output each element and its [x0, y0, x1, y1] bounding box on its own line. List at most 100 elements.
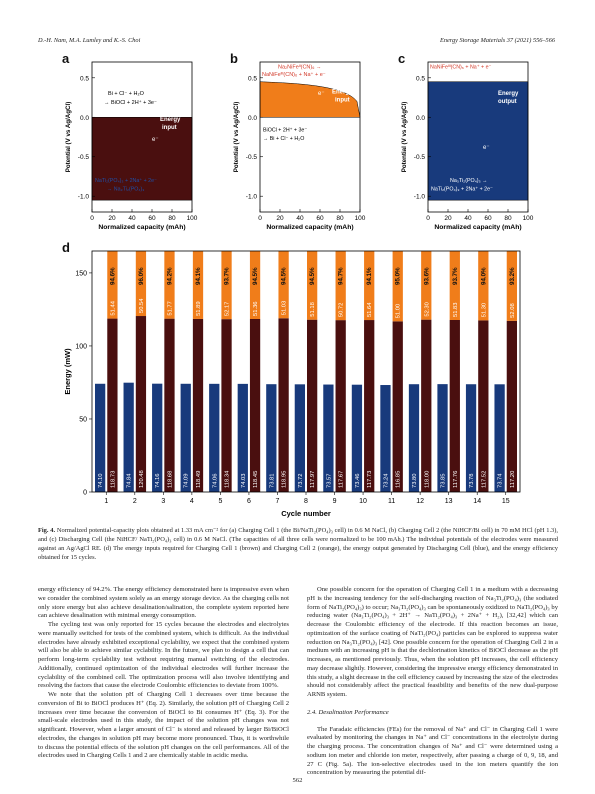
cycle-group: 73.78 117.52 51.30 94.0% 14	[465, 251, 489, 505]
energy-label: Energy	[160, 117, 181, 123]
potential-area	[259, 81, 361, 118]
cycle-group: 73.85 117.76 51.83 93.7% 13	[437, 251, 460, 505]
bar-charging-cell-1	[135, 316, 147, 492]
energy-label: Energy	[332, 90, 353, 96]
y-tick-label: -1.0	[414, 194, 426, 201]
bar-charging-cell-1	[421, 319, 432, 492]
x-tick-label: 20	[108, 215, 116, 222]
reaction-top: NaNiFeᴵᴵᴵ(CN)₆ + Na⁺ + e⁻	[430, 64, 492, 70]
efficiency-label: 93.6%	[423, 267, 430, 285]
paragraph: energy efficiency of 94.2%. The energy e…	[38, 586, 289, 620]
bar-charging-cell-2	[506, 251, 518, 321]
running-header-journal: Energy Storage Materials 37 (2021) 556–5…	[439, 37, 555, 44]
cycle-group: 74.06 118.34 52.17 93.7% 5	[209, 251, 232, 505]
left-column: energy efficiency of 94.2%. The energy e…	[38, 586, 289, 761]
bar-charging-cell-1	[164, 318, 175, 492]
bar-label-charging-1: 118.68	[167, 471, 173, 488]
y-tick-label: -0.5	[246, 154, 258, 161]
y-tick-label: 0.5	[416, 75, 425, 82]
bar-label-charging-1: 117.67	[339, 471, 345, 488]
bar-charging-cell-2	[221, 251, 232, 320]
y-axis-label: Potential (V vs Ag/AgCl)	[233, 102, 240, 173]
bar-label-charging-1: 118.95	[282, 471, 288, 488]
section-title: 2.4. Desalination Performance	[307, 708, 389, 716]
bar-label-charging-2: 51.64	[367, 302, 373, 317]
bar-charging-cell-1	[335, 320, 346, 492]
bar-label-charging-2: 52.17	[225, 302, 231, 317]
bar-label-charging-2: 51.03	[282, 301, 288, 316]
bar-discharging	[408, 384, 420, 492]
bar-discharging	[123, 382, 134, 492]
bar-discharging	[465, 384, 477, 492]
x-tick-label: 0	[258, 215, 262, 222]
x-tick-label: 9	[333, 498, 337, 505]
x-tick-label: 20	[276, 215, 284, 222]
reaction-top: Na₂NiFeᴵᴵ(CN)₆ →	[278, 63, 321, 70]
bar-label-charging-1: 118.00	[424, 471, 430, 488]
energy-label-2: output	[498, 99, 517, 105]
bar-label-charging-2: 52.30	[424, 302, 430, 317]
paragraph: The cycling test was only reported for 1…	[38, 621, 289, 690]
bar-charging-cell-2	[421, 251, 432, 320]
bar-charging-cell-2	[192, 251, 204, 319]
bar-charging-cell-1	[449, 319, 460, 492]
bar-charging-cell-1	[392, 321, 403, 492]
bar-discharging	[237, 383, 248, 492]
electron-label: e⁻	[152, 137, 159, 143]
bar-charging-cell-2	[392, 251, 403, 322]
cycle-group: 74.03 118.45 51.36 94.5% 6	[237, 251, 261, 505]
bar-charging-cell-1	[192, 318, 204, 492]
bar-charging-cell-1	[506, 320, 518, 492]
bar-charging-cell-1	[307, 319, 318, 492]
x-tick-label: 80	[168, 215, 176, 222]
bar-discharging	[94, 383, 106, 492]
bar-label-discharging: 73.57	[326, 473, 332, 488]
x-tick-label: 60	[148, 215, 156, 222]
paragraph: The Faradaic efficiencies (FEs) for the …	[307, 725, 558, 777]
efficiency-label: 94.5%	[252, 267, 259, 285]
y-axis-label: Potential (V vs Ag/AgCl)	[65, 102, 72, 173]
bar-label-charging-2: 51.36	[253, 301, 259, 316]
x-tick-label: 6	[247, 498, 251, 505]
bar-label-discharging: 73.72	[298, 473, 304, 488]
x-tick-label: 100	[187, 215, 198, 222]
cycle-group: 73.57 117.67 50.72 94.7% 9	[323, 251, 346, 505]
bar-label-charging-1: 118.45	[253, 471, 259, 488]
bar-label-charging-1: 118.49	[196, 471, 202, 488]
y-tick-label: -1.0	[246, 194, 258, 201]
y-tick-label: 0.0	[80, 115, 89, 122]
efficiency-label: 93.7%	[224, 267, 231, 285]
x-tick-label: 40	[128, 215, 136, 222]
figure-caption: Fig. 4. Normalized potential-capacity pl…	[38, 527, 558, 563]
y-tick-label: 0.5	[80, 75, 89, 82]
bar-label-charging-2: 51.18	[310, 302, 316, 317]
energy-label-2: input	[335, 97, 350, 103]
bar-charging-cell-2	[449, 251, 460, 320]
cycle-group: 74.16 118.68 51.77 94.2% 3	[152, 251, 175, 505]
electron-label: e⁻	[483, 145, 490, 151]
caption-text: Normalized potential-capacity plots obta…	[38, 527, 558, 561]
bar-label-charging-1: 117.73	[367, 471, 373, 488]
efficiency-label: 94.5%	[309, 267, 316, 285]
bar-charging-cell-2	[278, 251, 289, 319]
bar-label-discharging: 73.85	[441, 473, 447, 488]
x-tick-label: 80	[336, 215, 344, 222]
x-axis-label: Normalized capacity (mAh)	[434, 224, 521, 231]
cycle-group: 74.84 120.48 50.54 96.0% 2	[123, 251, 147, 505]
reaction-top-2: NaNiFeᴵᴵᴵ(CN)₆ + Na⁺ + e⁻	[262, 71, 326, 78]
y-tick-label: 100	[75, 343, 87, 350]
y-tick-label: 0.0	[248, 115, 257, 122]
efficiency-label: 93.2%	[509, 267, 516, 285]
bar-label-discharging: 73.80	[412, 473, 418, 488]
x-tick-label: 100	[523, 215, 534, 222]
efficiency-label: 94.1%	[366, 267, 373, 285]
efficiency-label: 96.0%	[138, 267, 145, 285]
bar-label-discharging: 74.10	[98, 473, 104, 488]
bar-charging-cell-2	[364, 251, 375, 321]
efficiency-label: 93.7%	[452, 267, 459, 285]
y-tick-label: 150	[75, 270, 87, 277]
x-tick-label: 20	[444, 215, 452, 222]
page-number: 562	[292, 777, 303, 784]
bar-label-charging-2: 51.83	[453, 302, 459, 317]
